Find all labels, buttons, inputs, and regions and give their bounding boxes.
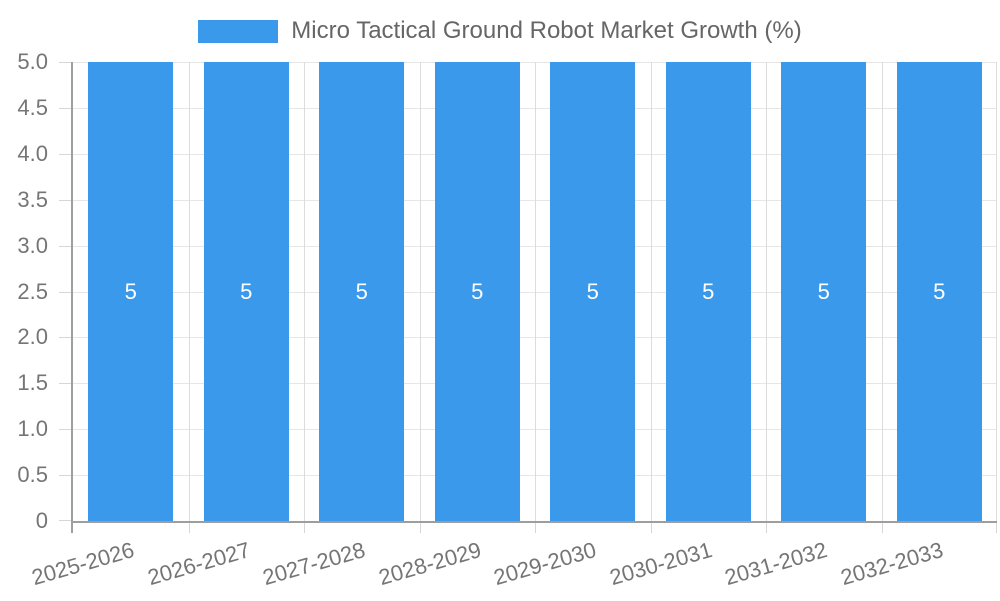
bar[interactable]: 5 [550, 62, 636, 521]
y-tick-mark [59, 245, 71, 247]
y-axis: 5.0 4.5 4.0 3.5 3.0 2.5 2.0 1.5 1.0 0.5 … [0, 49, 48, 533]
y-tick-mark [59, 107, 71, 109]
gridline-v [535, 62, 536, 521]
bar-value-label: 5 [702, 278, 715, 304]
y-tick-label: 5.0 [17, 49, 48, 74]
bar[interactable]: 5 [781, 62, 867, 521]
y-tick-mark [59, 62, 71, 63]
gridline-v [419, 62, 421, 521]
bar[interactable]: 5 [896, 62, 982, 521]
bar[interactable]: 5 [88, 62, 174, 521]
y-tick-label: 4.5 [17, 94, 48, 120]
bar-value-label: 5 [240, 278, 253, 304]
bar-value-label: 5 [817, 278, 830, 304]
gridline-v [650, 62, 652, 521]
gridline-v [766, 62, 767, 521]
bar[interactable]: 5 [434, 62, 520, 521]
y-tick-label: 0 [35, 508, 48, 533]
legend-item[interactable]: Micro Tactical Ground Robot Market Growt… [0, 18, 1000, 44]
y-tick-label: 1.0 [17, 416, 48, 442]
x-tick-mark [304, 523, 305, 533]
bar-slot: 5 [189, 62, 305, 521]
bar-slot: 5 [420, 62, 536, 521]
y-tick-mark [59, 153, 71, 155]
bar-slot: 5 [882, 62, 998, 521]
legend-swatch-icon [198, 19, 279, 43]
y-tick-label: 2.5 [17, 278, 48, 304]
gridline-v [996, 62, 997, 521]
gridline-v [881, 62, 883, 521]
bar-slot: 5 [651, 62, 767, 521]
y-tick-mark [59, 291, 71, 293]
bar-slot: 5 [766, 62, 882, 521]
bar-slot: 5 [73, 62, 189, 521]
y-tick-mark [59, 199, 71, 201]
y-tick-label: 3.0 [17, 232, 48, 258]
bar-value-label: 5 [586, 278, 599, 304]
gridline-v [188, 62, 190, 521]
y-tick-label: 3.5 [17, 186, 48, 212]
y-tick-mark [59, 337, 71, 339]
y-tick-mark [59, 520, 71, 521]
legend-label: Micro Tactical Ground Robot Market Growt… [291, 17, 802, 44]
bar[interactable]: 5 [665, 62, 751, 521]
y-tick-label: 2.0 [17, 324, 48, 350]
plot-area: 5 5 5 5 5 5 [59, 62, 997, 533]
x-tick-mark [996, 523, 997, 533]
x-tick-mark [419, 523, 421, 533]
x-tick-mark [535, 523, 536, 533]
y-tick-mark [59, 383, 71, 385]
bar-slot: 5 [304, 62, 420, 521]
bar-value-label: 5 [355, 278, 368, 304]
y-tick-label: 4.0 [17, 140, 48, 166]
bar-slot: 5 [535, 62, 651, 521]
bar-value-label: 5 [124, 278, 137, 304]
x-tick-mark [188, 523, 190, 533]
x-tick-mark [71, 523, 73, 533]
bar[interactable]: 5 [203, 62, 289, 521]
x-tick-mark [766, 523, 767, 533]
bar-series: 5 5 5 5 5 5 [73, 62, 997, 521]
bar-value-label: 5 [933, 278, 946, 304]
y-tick-label: 0.5 [17, 462, 48, 488]
y-tick-mark [59, 475, 71, 477]
gridline-v [304, 62, 305, 521]
y-tick-label: 1.5 [17, 370, 48, 396]
bar-value-label: 5 [471, 278, 484, 304]
x-tick-mark [881, 523, 883, 533]
bar[interactable]: 5 [319, 62, 405, 521]
x-tick-mark [650, 523, 652, 533]
y-tick-mark [59, 429, 71, 431]
